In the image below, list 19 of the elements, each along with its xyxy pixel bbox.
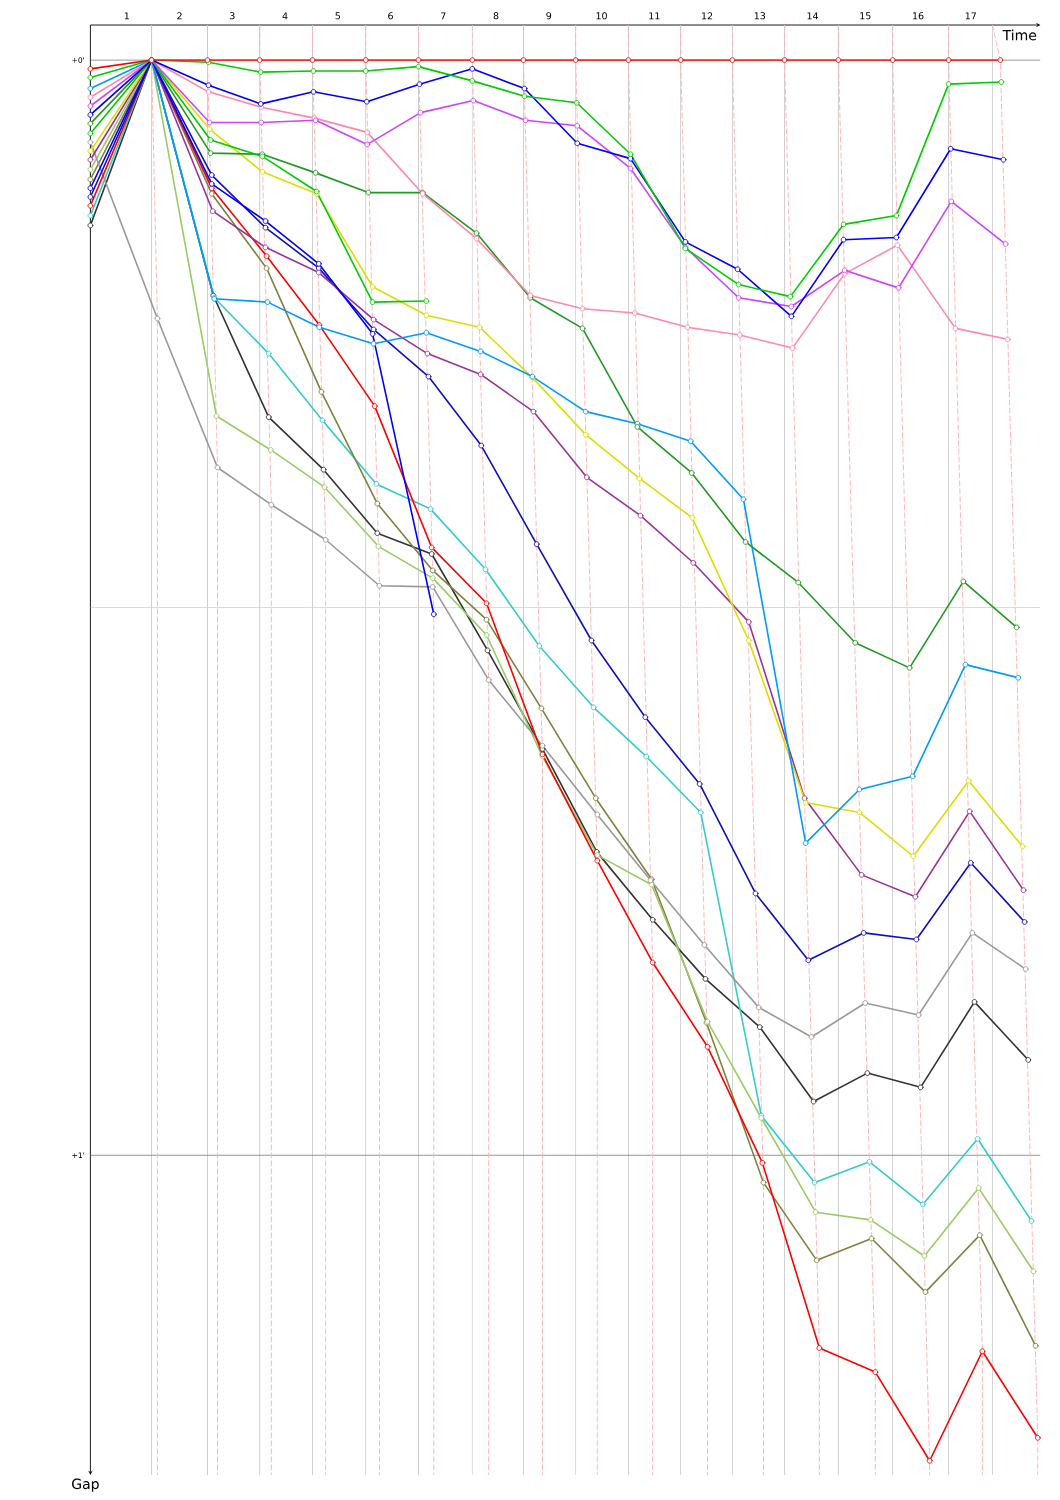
x-tick-label: 10 bbox=[596, 12, 607, 20]
x-tick-label: 14 bbox=[807, 12, 818, 20]
x-tick-label: 8 bbox=[493, 12, 499, 20]
x-tick-label: 9 bbox=[546, 12, 551, 20]
x-tick-label: 15 bbox=[860, 12, 871, 20]
y-axis-title: Gap bbox=[71, 1478, 99, 1492]
x-tick-label: 3 bbox=[229, 12, 235, 20]
x-tick-label: 16 bbox=[912, 12, 924, 20]
x-tick-label: 12 bbox=[701, 12, 712, 20]
x-tick-label: 1 bbox=[124, 12, 129, 20]
x-tick-label: 6 bbox=[387, 12, 393, 20]
x-tick-label: 4 bbox=[282, 12, 288, 20]
x-tick-label: 17 bbox=[965, 12, 976, 20]
x-tick-label: 13 bbox=[754, 12, 765, 20]
x-tick-label: 5 bbox=[335, 12, 340, 20]
x-tick-label: 7 bbox=[440, 12, 446, 20]
x-axis-title: Time bbox=[1002, 29, 1036, 41]
x-tick-label: 2 bbox=[177, 12, 182, 20]
x-tick-label: 11 bbox=[649, 12, 660, 20]
